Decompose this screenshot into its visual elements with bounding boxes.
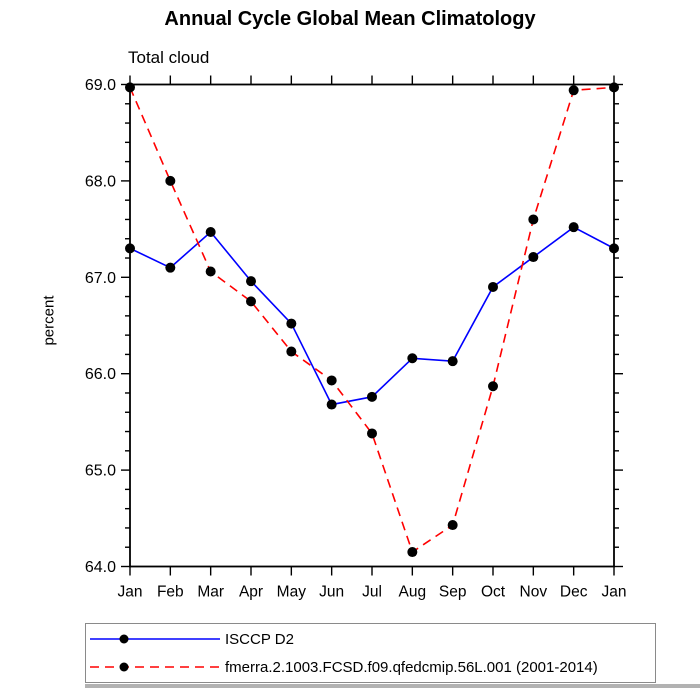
- data-point-marker: [286, 346, 297, 357]
- chart-title: Annual Cycle Global Mean Climatology: [164, 8, 536, 30]
- data-point-marker: [367, 391, 377, 402]
- legend-label-fmerra: fmerra.2.1003.FCSD.f09.qfedcmip.56L.001 …: [225, 658, 598, 676]
- data-point-marker: [609, 243, 619, 254]
- y-tick-label: 66.0: [85, 366, 116, 383]
- data-point-marker: [407, 547, 418, 558]
- x-tick-label: Mar: [197, 584, 224, 601]
- chart-subtitle: Total cloud: [128, 48, 210, 67]
- data-point-marker: [205, 266, 216, 277]
- data-point-marker: [528, 252, 539, 263]
- x-tick-label: Jul: [362, 584, 382, 601]
- data-point-marker: [407, 353, 418, 364]
- data-point-marker: [205, 226, 216, 237]
- y-tick-label: 68.0: [85, 173, 116, 190]
- x-tick-label: Sep: [439, 584, 467, 601]
- data-point-marker: [165, 175, 176, 186]
- bottom-divider: [85, 684, 700, 688]
- x-tick-label: Jan: [118, 584, 143, 601]
- data-point-marker: [568, 222, 579, 233]
- x-tick-label: May: [277, 584, 307, 601]
- x-tick-label: Feb: [157, 584, 184, 601]
- x-tick-label: Oct: [481, 584, 506, 601]
- data-point-marker: [447, 356, 458, 367]
- legend-sample-solid-line-icon: [90, 634, 220, 644]
- legend-item-isccp-d2: ISCCP D2: [86, 626, 655, 652]
- legend-sample-dashed-line-icon: [90, 662, 220, 672]
- series-markers-1: [125, 82, 619, 558]
- data-point-marker: [246, 296, 256, 307]
- data-point-marker: [246, 276, 256, 287]
- data-point-marker: [609, 82, 619, 93]
- x-tick-label: Dec: [560, 584, 588, 601]
- data-point-marker: [286, 318, 297, 329]
- x-tick-label: Nov: [520, 584, 548, 601]
- data-point-marker: [488, 281, 498, 292]
- legend-label-isccp-d2: ISCCP D2: [225, 630, 294, 648]
- data-point-marker: [125, 82, 135, 93]
- x-tick-label: Jan: [602, 584, 627, 601]
- data-point-marker: [488, 381, 498, 392]
- data-point-marker: [125, 243, 135, 254]
- y-tick-label: 65.0: [85, 463, 116, 480]
- plot-frame: [129, 83, 615, 568]
- data-point-marker: [326, 375, 337, 386]
- data-point-marker: [367, 428, 377, 439]
- legend-item-fmerra: fmerra.2.1003.FCSD.f09.qfedcmip.56L.001 …: [86, 654, 655, 680]
- x-tick-label: Jun: [319, 584, 344, 601]
- series-line-1: [129, 86, 615, 554]
- data-point-marker: [165, 262, 176, 273]
- legend-box: ISCCP D2 fmerra.2.1003.FCSD.f09.qfedcmip…: [85, 623, 656, 683]
- y-tick-label: 69.0: [85, 77, 116, 94]
- data-point-marker: [326, 399, 337, 410]
- data-point-marker: [447, 520, 458, 531]
- series-markers-0: [125, 222, 619, 410]
- x-tick-label: Apr: [239, 584, 263, 601]
- data-point-marker: [528, 214, 539, 225]
- axis-ticks: [121, 75, 623, 576]
- y-tick-label: 67.0: [85, 270, 116, 287]
- y-tick-label: 64.0: [85, 559, 116, 576]
- data-point-marker: [568, 85, 579, 96]
- x-tick-label: Aug: [399, 584, 427, 601]
